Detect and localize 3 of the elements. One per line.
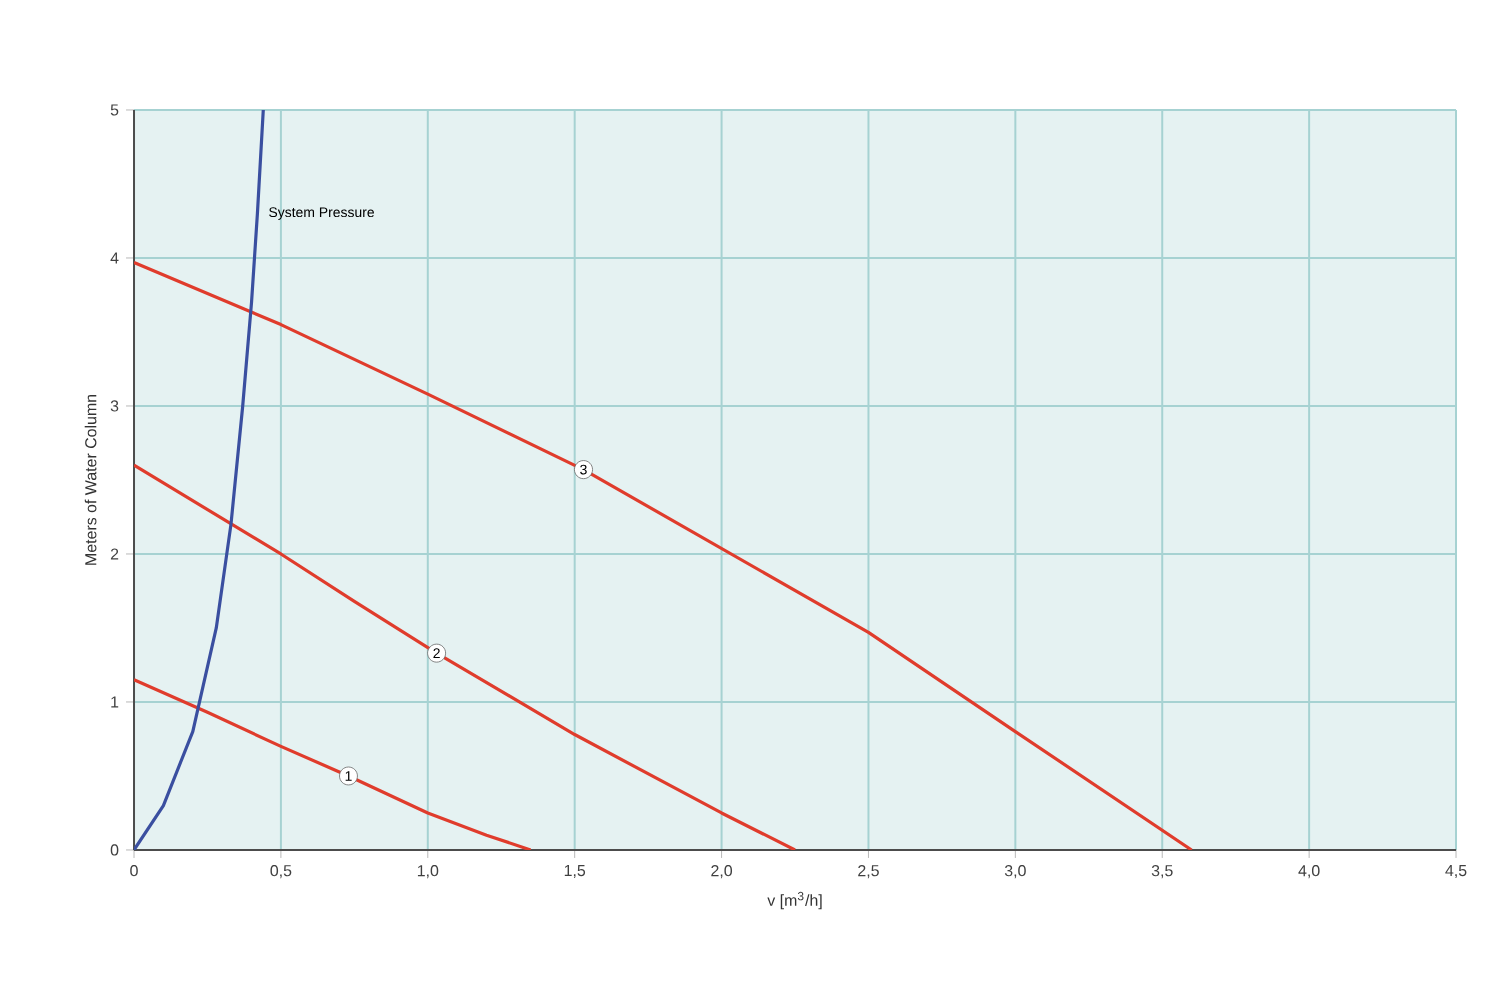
line-series (134, 678, 533, 850)
line-series (134, 463, 797, 850)
line-series (134, 260, 1194, 850)
